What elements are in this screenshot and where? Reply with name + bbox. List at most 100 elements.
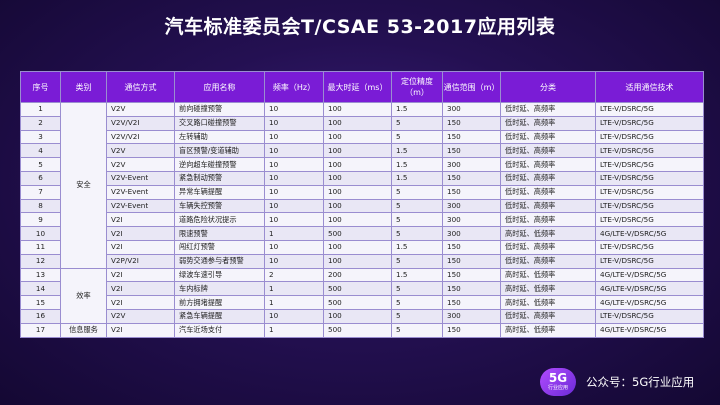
- cell-comm-range: 150: [442, 281, 501, 297]
- cell-index: 11: [20, 239, 61, 255]
- cell-app-name: 闯红灯预警: [174, 239, 265, 255]
- cell-max-latency: 100: [323, 198, 392, 214]
- cell-frequency: 10: [264, 170, 324, 186]
- cell-classification: 低时延、高频率: [500, 157, 596, 172]
- cell-app-name: 前方拥堵提醒: [174, 295, 265, 310]
- header-max-latency: 最大时延（ms）: [323, 71, 392, 103]
- cell-comm-range: 150: [442, 170, 501, 186]
- cell-tech: LTE-V/DSRC/5G: [595, 239, 704, 255]
- table-row: 15 V2I 前方拥堵提醒 1 500 5 150 高时延、低频率 4G/LTE-V/DSRC/…: [20, 295, 704, 310]
- cell-classification: 高时延、低频率: [500, 226, 596, 241]
- cell-classification: 低时延、高频率: [500, 102, 596, 117]
- cell-comm-range: 150: [442, 239, 501, 255]
- cell-frequency: 10: [264, 129, 324, 145]
- cell-index: 5: [20, 157, 61, 172]
- header-comm-mode: 通信方式: [106, 71, 175, 103]
- header-row: 序号 类别 通信方式 应用名称 频率（Hz） 最大时延（ms） 定位精度（m） …: [20, 71, 704, 103]
- cell-positioning-accuracy: 1.5: [391, 143, 443, 159]
- cell-comm-range: 150: [442, 322, 501, 338]
- cell-classification: 低时延、高频率: [500, 115, 596, 131]
- cell-tech: LTE-V/DSRC/5G: [595, 184, 704, 200]
- cell-max-latency: 200: [323, 267, 392, 283]
- cell-positioning-accuracy: 5: [391, 212, 443, 228]
- cell-app-name: 限速预警: [174, 226, 265, 241]
- cell-app-name: 交叉路口碰撞预警: [174, 115, 265, 131]
- cell-app-name: 逆向超车碰撞预警: [174, 157, 265, 172]
- cell-tech: 4G/LTE-V/DSRC/5G: [595, 267, 704, 283]
- logo-text: 5G: [548, 371, 568, 385]
- cell-positioning-accuracy: 1.5: [391, 157, 443, 172]
- cell-positioning-accuracy: 5: [391, 308, 443, 324]
- header-app-name: 应用名称: [174, 71, 265, 103]
- header-index: 序号: [20, 71, 61, 103]
- cell-classification: 低时延、高频率: [500, 239, 596, 255]
- table-row: 13 效率 V2I 绿波车速引导 2 200 1.5 150 高时延、低频率 4G/LTE-V/D…: [20, 267, 704, 324]
- cell-comm-mode: V2I: [106, 212, 175, 228]
- table-row: 16 V2V 紧急车辆提醒 10 100 5 300 低时延、高频率 LTE-V/DSRC/5G: [20, 308, 704, 324]
- cell-classification: 低时延、高频率: [500, 212, 596, 228]
- cell-comm-mode: V2V/V2I: [106, 115, 175, 131]
- cell-max-latency: 100: [323, 184, 392, 200]
- cell-tech: 4G/LTE-V/DSRC/5G: [595, 226, 704, 241]
- cell-category: 安全: [60, 102, 107, 269]
- cell-app-name: 紧急车辆提醒: [174, 308, 265, 324]
- header-classification: 分类: [500, 71, 596, 103]
- cell-frequency: 2: [264, 267, 324, 283]
- cell-index: 3: [20, 129, 61, 145]
- cell-comm-mode: V2V: [106, 102, 175, 117]
- cell-comm-range: 300: [442, 198, 501, 214]
- cell-max-latency: 100: [323, 308, 392, 324]
- cell-positioning-accuracy: 1.5: [391, 267, 443, 283]
- cell-index: 14: [20, 281, 61, 297]
- cell-comm-range: 150: [442, 253, 501, 269]
- cell-tech: LTE-V/DSRC/5G: [595, 170, 704, 186]
- cell-frequency: 1: [264, 295, 324, 310]
- cell-app-name: 车辆失控预警: [174, 198, 265, 214]
- cell-comm-mode: V2V-Event: [106, 170, 175, 186]
- cell-app-name: 前向碰撞预警: [174, 102, 265, 117]
- cell-app-name: 弱势交通参与者预警: [174, 253, 265, 269]
- table-row: 4 V2V 盲区预警/变道辅助 10 100 1.5 150 低时延、高频率 LTE-V/DSR…: [20, 143, 704, 159]
- cell-classification: 高时延、低频率: [500, 295, 596, 310]
- cell-app-name: 车内标牌: [174, 281, 265, 297]
- cell-tech: 4G/LTE-V/DSRC/5G: [595, 322, 704, 338]
- table-row: 11 V2I 闯红灯预警 10 100 1.5 150 低时延、高频率 LTE-V/DSRC/5…: [20, 239, 704, 255]
- cell-frequency: 10: [264, 102, 324, 117]
- cell-frequency: 1: [264, 322, 324, 338]
- cell-app-name: 汽车近场支付: [174, 322, 265, 338]
- cell-index: 10: [20, 226, 61, 241]
- header-positioning-accuracy: 定位精度（m）: [391, 71, 443, 103]
- cell-max-latency: 100: [323, 143, 392, 159]
- table-row: 14 V2I 车内标牌 1 500 5 150 高时延、低频率 4G/LTE-V/DSRC/5G: [20, 281, 704, 297]
- cell-max-latency: 100: [323, 157, 392, 172]
- cell-max-latency: 500: [323, 295, 392, 310]
- cell-frequency: 10: [264, 308, 324, 324]
- cell-positioning-accuracy: 5: [391, 253, 443, 269]
- cell-frequency: 1: [264, 281, 324, 297]
- cell-classification: 高时延、低频率: [500, 267, 596, 283]
- cell-comm-mode: V2P/V2I: [106, 253, 175, 269]
- table-row: 12 V2P/V2I 弱势交通参与者预警 10 100 5 150 低时延、高频率 LTE-V/…: [20, 253, 704, 269]
- table-row: 3 V2V/V2I 左转辅助 10 100 5 150 低时延、高频率 LTE-V/DSRC/5…: [20, 129, 704, 145]
- cell-max-latency: 500: [323, 226, 392, 241]
- cell-max-latency: 500: [323, 281, 392, 297]
- cell-comm-range: 300: [442, 157, 501, 172]
- cell-comm-mode: V2V: [106, 308, 175, 324]
- application-table: 序号 类别 通信方式 应用名称 频率（Hz） 最大时延（ms） 定位精度（m） …: [20, 71, 704, 338]
- cell-positioning-accuracy: 1.5: [391, 239, 443, 255]
- cell-frequency: 10: [264, 239, 324, 255]
- cell-comm-mode: V2I: [106, 281, 175, 297]
- table-row: 9 V2I 道路危险状况提示 10 100 5 300 低时延、高频率 LTE-V/DSRC/5…: [20, 212, 704, 228]
- cell-index: 9: [20, 212, 61, 228]
- table-body: 1 安全 V2V 前向碰撞预警 10 100 1.5 300 低时延、高频率 LTE-V/DSRC…: [20, 102, 704, 338]
- cell-tech: LTE-V/DSRC/5G: [595, 115, 704, 131]
- cell-classification: 低时延、高频率: [500, 253, 596, 269]
- cell-positioning-accuracy: 1.5: [391, 102, 443, 117]
- cell-comm-mode: V2V: [106, 157, 175, 172]
- cell-app-name: 盲区预警/变道辅助: [174, 143, 265, 159]
- footer-account-label: 公众号：5G行业应用: [586, 375, 695, 389]
- cell-index: 17: [20, 322, 61, 338]
- cell-max-latency: 100: [323, 102, 392, 117]
- cell-positioning-accuracy: 5: [391, 226, 443, 241]
- cell-positioning-accuracy: 5: [391, 322, 443, 338]
